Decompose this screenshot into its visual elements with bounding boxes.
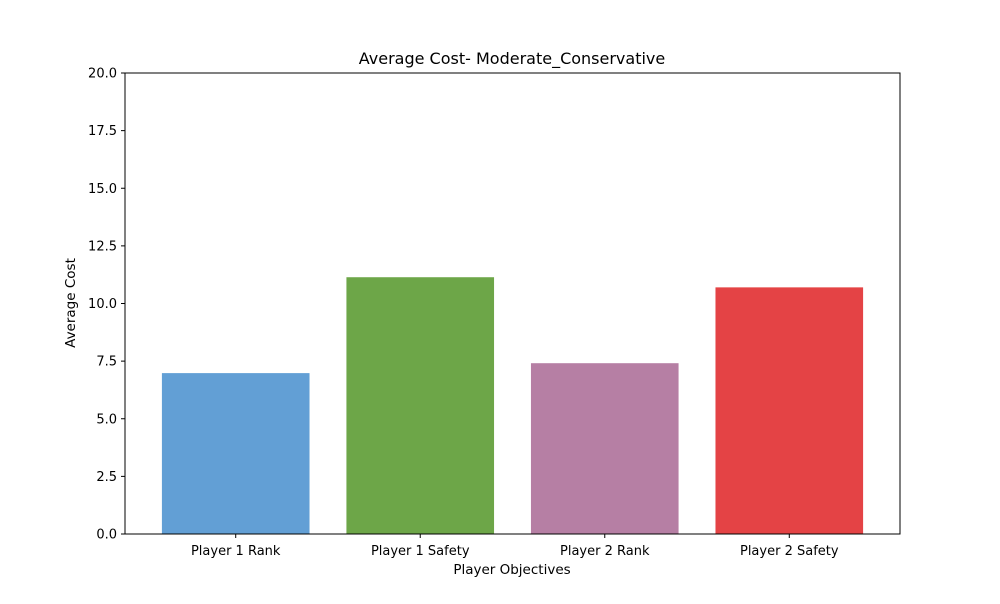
y-tick-label: 7.5 xyxy=(96,355,117,370)
y-tick-label: 15.0 xyxy=(88,182,117,197)
chart-title: Average Cost- Moderate_Conservative xyxy=(359,49,665,69)
x-tick-label: Player 1 Rank xyxy=(191,544,281,559)
y-tick-label: 10.0 xyxy=(88,297,117,312)
y-tick-label: 20.0 xyxy=(88,67,117,82)
plot-frame xyxy=(124,72,901,535)
y-ticks: 0.0 2.5 5.0 7.5 10.0 12.5 15.0 17.5 20.0 xyxy=(88,67,125,543)
bar-3 xyxy=(530,363,679,534)
bar-2 xyxy=(346,277,495,534)
bars-layer xyxy=(161,277,864,534)
x-ticks: Player 1 Rank Player 1 Safety Player 2 Ran… xyxy=(191,534,839,559)
y-tick-label: 5.0 xyxy=(96,412,117,427)
x-axis-label: Player Objectives xyxy=(453,562,570,578)
y-tick-label: 0.0 xyxy=(96,528,117,543)
y-tick-label: 2.5 xyxy=(96,470,117,485)
x-tick-label: Player 2 Safety xyxy=(740,544,839,559)
x-tick-label: Player 1 Safety xyxy=(371,544,470,559)
bar-1 xyxy=(161,373,310,534)
y-tick-label: 12.5 xyxy=(88,239,117,254)
y-tick-label: 17.5 xyxy=(88,124,117,139)
bar-4 xyxy=(715,287,864,534)
x-tick-label: Player 2 Rank xyxy=(560,544,650,559)
y-axis-label: Average Cost xyxy=(63,258,79,348)
